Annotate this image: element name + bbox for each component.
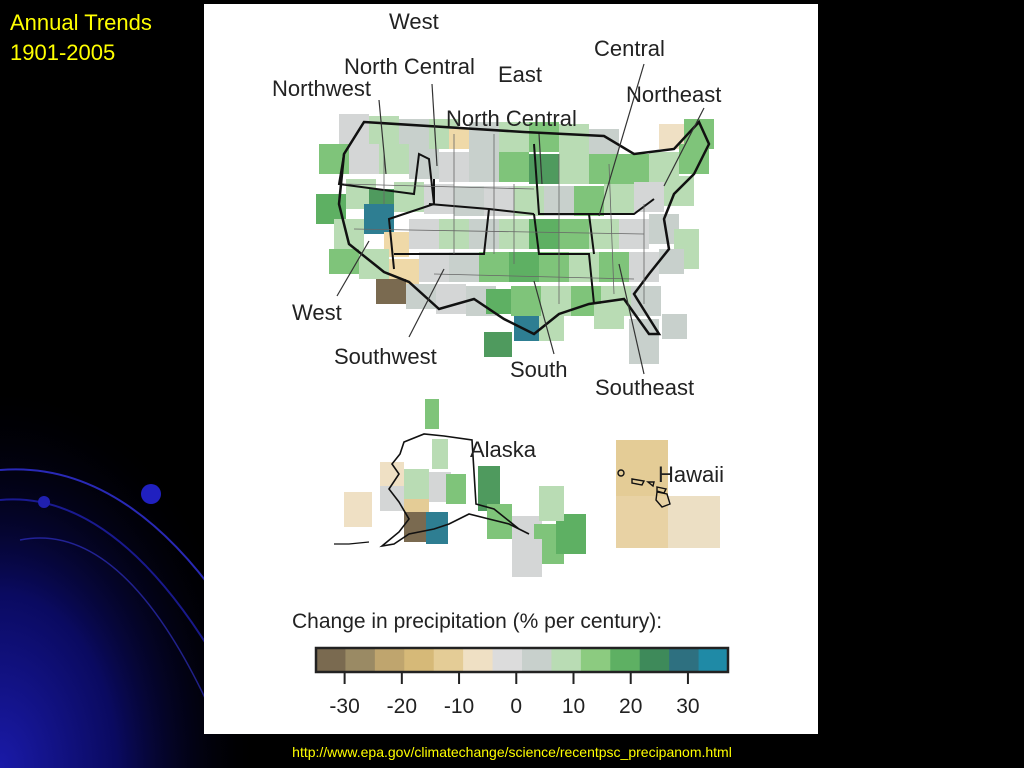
legend-swatch — [345, 648, 376, 672]
alaska-grid-cells — [344, 399, 586, 577]
legend-swatch — [639, 648, 670, 672]
region-label-northeast: Northeast — [626, 82, 721, 107]
region-label-west-top: West — [389, 9, 439, 34]
legend-tick-label: 10 — [562, 695, 585, 718]
slide-title: Annual Trends 1901-2005 — [10, 8, 152, 68]
conus-outline — [337, 119, 711, 336]
legend-ticks: -30 -20 -10 0 10 20 30 — [329, 672, 700, 718]
title-line-1: Annual Trends — [10, 10, 152, 35]
legend-tick-label: -30 — [329, 695, 359, 718]
legend-swatch — [492, 648, 523, 672]
legend-swatch — [669, 648, 700, 672]
legend-swatch — [698, 648, 729, 672]
legend-title: Change in precipitation (% per century): — [292, 610, 662, 633]
legend-swatch — [433, 648, 464, 672]
legend-bar-frame — [314, 646, 730, 674]
legend-tick-label: 0 — [510, 695, 522, 718]
title-line-2: 1901-2005 — [10, 40, 116, 65]
source-url-link[interactable]: http://www.epa.gov/climatechange/science… — [292, 744, 732, 760]
legend-tick-label: -20 — [387, 695, 417, 718]
hawaii-grid-cells — [616, 440, 720, 548]
region-label-central: Central — [594, 36, 665, 61]
conus-grid-cells — [316, 114, 714, 364]
leader-lines — [336, 63, 705, 375]
region-label-north-central-lower: North Central — [446, 106, 577, 131]
region-label-hawaii: Hawaii — [658, 462, 724, 487]
legend-swatch — [580, 648, 611, 672]
legend-swatch — [463, 648, 494, 672]
legend-swatch — [610, 648, 641, 672]
legend-color-bar — [314, 646, 730, 674]
legend-tick-label: -10 — [444, 695, 474, 718]
region-label-south: South — [510, 357, 568, 382]
state-borders — [343, 134, 645, 304]
region-label-alaska: Alaska — [470, 437, 537, 462]
legend-swatch — [316, 648, 346, 672]
legend-swatch — [551, 648, 582, 672]
legend-tick-label: 20 — [619, 695, 642, 718]
legend-tick-label: 30 — [676, 695, 699, 718]
precipitation-map: West North Central East Central Northwes… — [272, 9, 730, 718]
region-label-northwest: Northwest — [272, 76, 371, 101]
region-label-southeast: Southeast — [595, 375, 694, 400]
legend-swatch — [522, 648, 552, 672]
region-label-southwest: Southwest — [334, 344, 437, 369]
hawaii-islands — [617, 469, 671, 508]
region-label-west-bottom: West — [292, 300, 342, 325]
region-label-east: East — [498, 62, 542, 87]
legend-swatch — [404, 648, 435, 672]
precipitation-map-panel: West North Central East Central Northwes… — [204, 4, 818, 734]
region-label-north-central-upper: North Central — [344, 54, 475, 79]
alaska-outline — [334, 433, 530, 548]
legend-swatch — [374, 648, 405, 672]
